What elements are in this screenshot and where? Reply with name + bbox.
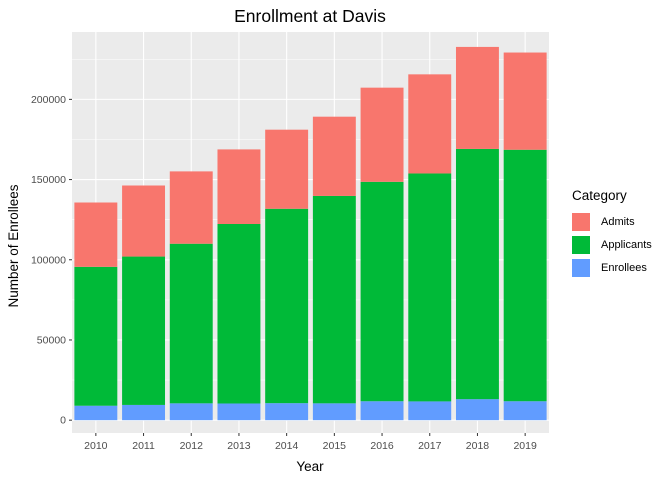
bar-admits-2015	[312, 116, 356, 196]
bar-applicants-2019	[503, 149, 547, 402]
bar-enrollees-2013	[217, 403, 261, 421]
x-tick-label: 2015	[323, 440, 347, 452]
legend-title: Category	[572, 188, 627, 203]
legend-label: Enrollees	[601, 261, 647, 274]
x-tick-label: 2017	[418, 440, 442, 452]
legend-item-admits: Admits	[572, 210, 668, 233]
x-tick-label: 2013	[227, 440, 251, 452]
x-tick-label: 2011	[132, 440, 155, 452]
y-tick-label: 0	[60, 415, 66, 427]
bar-applicants-2012	[169, 243, 213, 404]
legend: Category Admits Applicants Enrollees	[572, 188, 668, 279]
bar-enrollees-2019	[503, 401, 547, 421]
legend-label: Applicants	[601, 238, 652, 251]
bar-admits-2010	[74, 202, 118, 267]
bar-admits-2011	[122, 185, 166, 257]
bar-applicants-2016	[360, 181, 404, 402]
bar-admits-2013	[217, 149, 261, 224]
bar-applicants-2017	[408, 173, 452, 402]
bar-applicants-2015	[312, 195, 356, 404]
bar-admits-2016	[360, 87, 404, 182]
bar-applicants-2013	[217, 223, 261, 404]
bar-admits-2014	[265, 129, 309, 209]
x-tick-label: 2010	[84, 440, 108, 452]
bar-admits-2019	[503, 52, 547, 150]
legend-label: Admits	[601, 215, 635, 228]
y-tick-label: 200000	[31, 94, 66, 106]
bar-enrollees-2014	[265, 403, 309, 421]
bar-enrollees-2011	[122, 404, 166, 421]
bar-applicants-2018	[455, 148, 499, 400]
y-tick-label: 50000	[37, 334, 66, 346]
x-tick-label: 2012	[180, 440, 204, 452]
legend-key-enrollees	[572, 258, 590, 277]
bar-applicants-2014	[265, 208, 309, 404]
y-tick-label: 100000	[31, 254, 66, 266]
bar-admits-2012	[169, 171, 213, 244]
legend-key-applicants	[572, 235, 590, 254]
legend-item-enrollees: Enrollees	[572, 256, 668, 279]
chart-title: Enrollment at Davis	[234, 6, 386, 26]
bar-admits-2018	[455, 46, 499, 149]
bar-admits-2017	[408, 74, 452, 174]
y-tick-label: 150000	[31, 174, 66, 186]
bar-applicants-2010	[74, 266, 118, 406]
x-tick-label: 2019	[513, 440, 537, 452]
x-axis-title: Year	[296, 459, 324, 474]
bar-applicants-2011	[122, 256, 166, 405]
legend-key-admits	[572, 212, 590, 231]
x-tick-label: 2014	[275, 440, 299, 452]
bar-enrollees-2017	[408, 401, 452, 421]
bar-enrollees-2010	[74, 405, 118, 421]
x-tick-label: 2018	[466, 440, 490, 452]
bar-enrollees-2018	[455, 399, 499, 421]
bar-enrollees-2012	[169, 403, 213, 421]
x-tick-label: 2016	[370, 440, 394, 452]
legend-item-applicants: Applicants	[572, 233, 668, 256]
bar-enrollees-2016	[360, 401, 404, 421]
y-axis-title: Number of Enrollees	[6, 184, 21, 307]
bar-enrollees-2015	[312, 403, 356, 421]
